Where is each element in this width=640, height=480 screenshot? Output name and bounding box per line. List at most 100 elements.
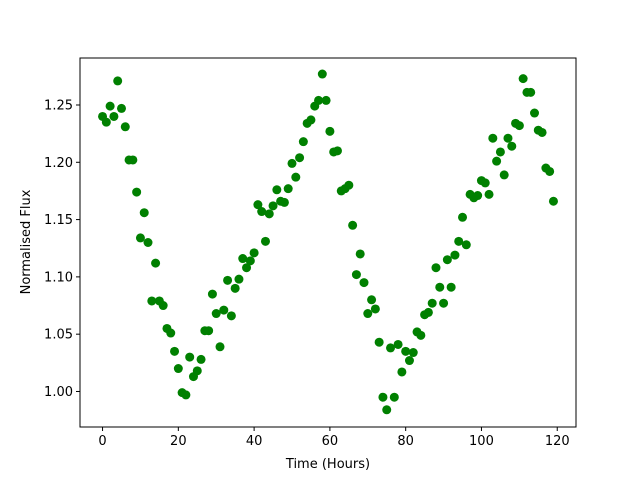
point — [473, 191, 483, 201]
point — [499, 170, 509, 180]
point — [223, 275, 233, 285]
point — [260, 236, 270, 246]
point — [492, 156, 502, 166]
point — [363, 309, 373, 319]
point — [488, 133, 498, 143]
plot-frame — [79, 57, 577, 428]
y-tick-label: 1.05 — [44, 328, 73, 343]
point — [446, 282, 456, 292]
y-tick-label: 1.10 — [44, 270, 73, 285]
point — [211, 309, 221, 319]
x-tick-label: 120 — [545, 434, 570, 449]
point — [192, 366, 202, 376]
point — [545, 166, 555, 176]
point — [196, 354, 206, 364]
point — [158, 301, 168, 311]
point — [355, 249, 365, 259]
point — [306, 115, 316, 125]
point — [367, 295, 377, 305]
point — [287, 158, 297, 168]
point — [151, 258, 161, 268]
point — [321, 95, 331, 105]
point — [518, 74, 528, 84]
point — [113, 76, 123, 86]
point — [295, 153, 305, 163]
y-tick-label: 1.20 — [44, 156, 73, 171]
point — [238, 254, 248, 264]
point — [298, 137, 308, 147]
point — [386, 343, 396, 353]
point — [120, 122, 130, 132]
point — [526, 87, 536, 97]
point — [314, 95, 324, 105]
point — [109, 111, 119, 121]
point — [423, 307, 433, 317]
point — [332, 146, 342, 156]
point — [389, 392, 399, 402]
point — [226, 311, 236, 321]
point — [427, 298, 437, 308]
point — [101, 117, 111, 127]
point — [537, 127, 547, 137]
point — [404, 356, 414, 366]
point — [139, 208, 149, 218]
point — [458, 212, 468, 222]
point — [279, 197, 289, 207]
point — [503, 133, 513, 143]
x-tick-label: 40 — [246, 434, 263, 449]
point — [283, 184, 293, 194]
point — [215, 342, 225, 352]
point — [291, 172, 301, 182]
x-tick-label: 0 — [98, 434, 106, 449]
point — [374, 337, 384, 347]
point — [170, 346, 180, 356]
point — [268, 201, 278, 211]
point — [253, 200, 263, 210]
x-axis-label: Time (Hours) — [285, 457, 370, 472]
point — [359, 278, 369, 288]
point — [401, 346, 411, 356]
x-tick-label: 80 — [397, 434, 414, 449]
point — [132, 187, 142, 197]
point — [378, 392, 388, 402]
point — [450, 250, 460, 260]
point — [135, 233, 145, 243]
point — [173, 364, 183, 374]
point — [234, 274, 244, 284]
point — [454, 236, 464, 246]
point — [408, 348, 418, 358]
point — [382, 405, 392, 415]
point — [435, 282, 445, 292]
point — [143, 238, 153, 247]
point — [484, 189, 494, 199]
point — [105, 101, 115, 111]
point — [147, 296, 157, 306]
point — [207, 289, 217, 299]
point — [348, 220, 358, 230]
y-tick-label: 1.25 — [44, 98, 73, 113]
y-tick-label: 1.15 — [44, 213, 73, 228]
point — [461, 240, 471, 250]
point — [249, 248, 259, 258]
point — [219, 305, 229, 315]
point — [344, 180, 354, 190]
point — [480, 178, 490, 188]
x-tick-label: 100 — [469, 434, 494, 449]
point — [245, 256, 255, 266]
y-tick-label: 1.00 — [44, 385, 73, 400]
x-tick-label: 60 — [322, 434, 339, 449]
point — [116, 103, 126, 113]
point — [325, 126, 335, 136]
point — [442, 255, 452, 265]
point — [272, 185, 282, 195]
point — [230, 283, 240, 293]
point — [264, 209, 274, 219]
point — [181, 390, 191, 400]
point — [397, 367, 407, 377]
point — [166, 328, 176, 338]
point — [370, 304, 380, 314]
point — [185, 352, 195, 362]
point — [317, 69, 327, 79]
point — [548, 196, 558, 206]
